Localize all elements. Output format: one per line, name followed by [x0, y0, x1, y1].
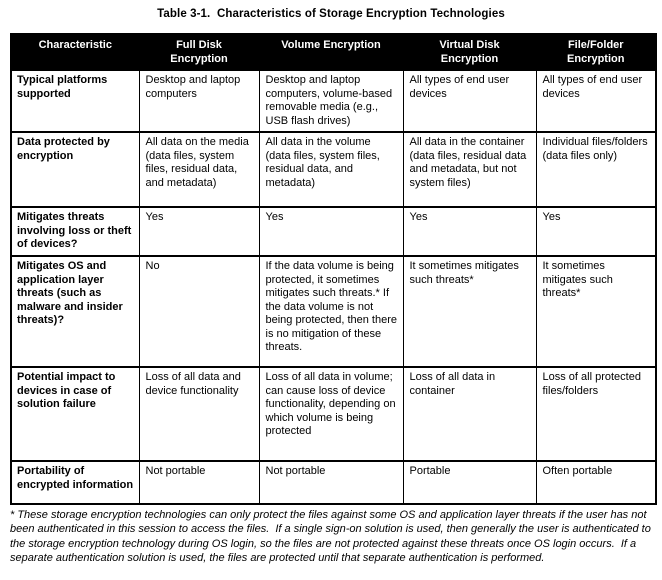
- table-cell: Yes: [402, 206, 537, 257]
- row-label: Data protected by encryption: [10, 131, 140, 208]
- table-cell: All types of end user devices: [535, 69, 657, 133]
- table-cell: Yes: [258, 206, 404, 257]
- table-cell: No: [138, 255, 260, 368]
- table-cell: All types of end user devices: [402, 69, 537, 133]
- row-label: Potential impact to devices in case of s…: [10, 366, 140, 462]
- column-header-virtual-disk-encryption: Virtual Disk Encryption: [402, 33, 537, 71]
- table-cell: All data in the container (data files, r…: [402, 131, 537, 208]
- table-cell: It sometimes mitigates such threats*: [535, 255, 657, 368]
- table-cell: Desktop and laptop computers: [138, 69, 260, 133]
- table-cell: Loss of all data and device functionalit…: [138, 366, 260, 462]
- table-row-mitigates-os-threats: Mitigates OS and application layer threa…: [10, 255, 657, 368]
- table-row-mitigates-loss-theft: Mitigates threats involving loss or thef…: [10, 206, 657, 257]
- table-row-potential-impact: Potential impact to devices in case of s…: [10, 366, 657, 462]
- table-cell: All data on the media (data files, syste…: [138, 131, 260, 208]
- table-cell: Yes: [138, 206, 260, 257]
- table-cell: All data in the volume (data files, syst…: [258, 131, 404, 208]
- table-cell: Individual files/folders (data files onl…: [535, 131, 657, 208]
- row-label: Typical platforms supported: [10, 69, 140, 133]
- table-cell: Portable: [402, 460, 537, 505]
- header-row: Characteristic Full Disk Encryption Volu…: [10, 33, 657, 71]
- table-cell: If the data volume is being protected, i…: [258, 255, 404, 368]
- table-title: Table 3-1. Characteristics of Storage En…: [157, 8, 505, 20]
- table-cell: Loss of all data in container: [402, 366, 537, 462]
- table-cell: It sometimes mitigates such threats*: [402, 255, 537, 368]
- table-cell: Loss of all protected files/folders: [535, 366, 657, 462]
- table-cell: Yes: [535, 206, 657, 257]
- column-header-volume-encryption: Volume Encryption: [258, 33, 404, 71]
- table-row-data-protected: Data protected by encryption All data on…: [10, 131, 657, 208]
- table-row-portability: Portability of encrypted information Not…: [10, 460, 657, 505]
- table-row-typical-platforms: Typical platforms supported Desktop and …: [10, 69, 657, 133]
- row-label: Portability of encrypted information: [10, 460, 140, 505]
- column-header-full-disk-encryption: Full Disk Encryption: [138, 33, 260, 71]
- row-label: Mitigates threats involving loss or thef…: [10, 206, 140, 257]
- table-footnote: * These storage encryption technologies …: [10, 509, 654, 564]
- table-cell: Not portable: [258, 460, 404, 505]
- table-cell: Desktop and laptop computers, volume-bas…: [258, 69, 404, 133]
- table-cell: Often portable: [535, 460, 657, 505]
- storage-encryption-table: Characteristic Full Disk Encryption Volu…: [10, 33, 657, 505]
- column-header-characteristic: Characteristic: [10, 33, 140, 71]
- column-header-file-folder-encryption: File/Folder Encryption: [535, 33, 657, 71]
- table-cell: Not portable: [138, 460, 260, 505]
- row-label: Mitigates OS and application layer threa…: [10, 255, 140, 368]
- table-cell: Loss of all data in volume; can cause lo…: [258, 366, 404, 462]
